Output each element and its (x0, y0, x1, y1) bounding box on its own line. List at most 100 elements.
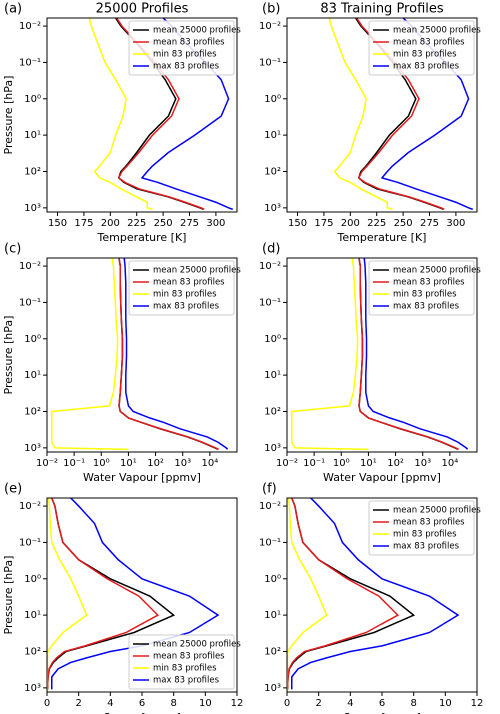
legend-box (128, 260, 235, 316)
x-tick-label: 12 (231, 698, 244, 709)
y-tick-label: 10³ (24, 203, 41, 214)
y-tick-label: 10⁰ (264, 94, 281, 105)
panel-label: (b) (262, 2, 280, 17)
x-tick-label: 10⁰ (333, 458, 350, 469)
x-axis-label: Water Vapour [ppmv] (83, 471, 201, 484)
legend-label: mean 25000 profiles (153, 640, 241, 650)
y-tick-label: 10⁻¹ (19, 297, 41, 308)
y-tick-label: 10⁰ (264, 334, 281, 345)
x-tick-label: 6 (379, 698, 385, 709)
y-tick-label: 10¹ (264, 610, 281, 621)
x-tick-label: 275 (180, 218, 199, 229)
x-axis-label: Ozone [ppmv] (343, 711, 421, 714)
legend-label: mean 83 profiles (153, 652, 225, 662)
y-tick-label: 10³ (264, 443, 281, 454)
legend-label: max 83 profiles (153, 302, 220, 312)
profile-line (123, 258, 229, 450)
x-tick-label: 225 (367, 218, 386, 229)
legend-label: mean 83 profiles (153, 38, 225, 48)
x-axis-label: Ozone [ppmv] (103, 711, 181, 714)
y-tick-label: 10⁻² (259, 501, 281, 512)
x-tick-label: 0 (44, 698, 50, 709)
x-tick-label: 10⁻² (36, 458, 58, 469)
legend-label: max 83 profiles (393, 542, 460, 552)
y-tick-label: 10² (264, 646, 281, 657)
legend-label: min 83 profiles (393, 290, 457, 300)
y-tick-label: 10² (264, 406, 281, 417)
y-tick-label: 10⁻¹ (259, 297, 281, 308)
y-tick-label: 10² (24, 406, 41, 417)
legend-label: mean 25000 profiles (393, 506, 481, 516)
plot-frame (286, 17, 478, 213)
x-tick-label: 10² (387, 458, 404, 469)
profile-line (363, 258, 469, 450)
x-tick-label: 175 (74, 218, 93, 229)
y-tick-label: 10¹ (264, 130, 281, 141)
x-tick-label: 300 (446, 218, 465, 229)
y-axis-label: Pressure [hPa] (2, 556, 15, 635)
legend-label: min 83 profiles (153, 664, 217, 674)
x-tick-label: 6 (139, 698, 145, 709)
x-tick-label: 10⁰ (93, 458, 110, 469)
x-tick-label: 10⁻¹ (63, 458, 85, 469)
y-tick-label: 10⁻² (19, 21, 41, 32)
legend-label: min 83 profiles (393, 50, 457, 60)
profile-line (291, 258, 369, 451)
x-tick-label: 275 (420, 218, 439, 229)
y-tick-label: 10⁻¹ (259, 537, 281, 548)
y-tick-label: 10¹ (24, 130, 41, 141)
x-tick-label: 2 (75, 698, 81, 709)
x-tick-label: 2 (315, 698, 321, 709)
y-tick-label: 10² (24, 166, 41, 177)
profile-line (358, 258, 459, 451)
x-tick-label: 10³ (414, 458, 431, 469)
legend-box (368, 500, 475, 556)
x-tick-label: 4 (347, 698, 353, 709)
legend-label: max 83 profiles (153, 676, 220, 686)
x-tick-label: 8 (170, 698, 176, 709)
legend-box (368, 20, 475, 76)
panel-label: (f) (262, 482, 277, 497)
y-tick-label: 10² (24, 646, 41, 657)
y-tick-label: 10⁻² (259, 21, 281, 32)
y-tick-label: 10⁻¹ (19, 537, 41, 548)
y-tick-label: 10² (264, 166, 281, 177)
x-tick-label: 10² (147, 458, 164, 469)
x-tick-label: 10³ (174, 458, 191, 469)
legend-label: mean 25000 profiles (393, 26, 481, 36)
x-tick-label: 10⁴ (201, 458, 218, 469)
x-tick-label: 200 (101, 218, 120, 229)
x-axis-label: Temperature [K] (97, 231, 187, 244)
y-tick-label: 10¹ (264, 370, 281, 381)
column-title: 83 Training Profiles (320, 2, 444, 17)
y-tick-label: 10³ (24, 443, 41, 454)
legend-label: max 83 profiles (393, 62, 460, 72)
y-tick-label: 10⁻¹ (19, 57, 41, 68)
y-tick-label: 10⁻² (19, 501, 41, 512)
y-tick-label: 10⁻¹ (259, 57, 281, 68)
x-tick-label: 10 (199, 698, 212, 709)
panel-label: (c) (4, 242, 21, 257)
legend-label: mean 83 profiles (393, 38, 465, 48)
profile-line (88, 18, 153, 211)
profile-line (118, 258, 219, 451)
panel-label: (e) (4, 482, 22, 497)
plot-frame (286, 257, 478, 453)
legend-label: min 83 profiles (393, 530, 457, 540)
y-axis-label: Pressure [hPa] (2, 316, 15, 395)
profile-line (291, 498, 460, 690)
x-axis-label: Water Vapour [ppmv] (323, 471, 441, 484)
y-tick-label: 10³ (24, 683, 41, 694)
x-tick-label: 225 (127, 218, 146, 229)
legend-label: max 83 profiles (153, 62, 220, 72)
x-tick-label: 150 (48, 218, 67, 229)
legend-label: mean 83 profiles (393, 518, 465, 528)
legend-label: min 83 profiles (153, 50, 217, 60)
legend-label: min 83 profiles (153, 290, 217, 300)
y-tick-label: 10³ (264, 683, 281, 694)
legend-label: mean 83 profiles (393, 278, 465, 288)
x-tick-label: 200 (341, 218, 360, 229)
profile-line (328, 18, 393, 211)
x-tick-label: 10⁻² (276, 458, 298, 469)
